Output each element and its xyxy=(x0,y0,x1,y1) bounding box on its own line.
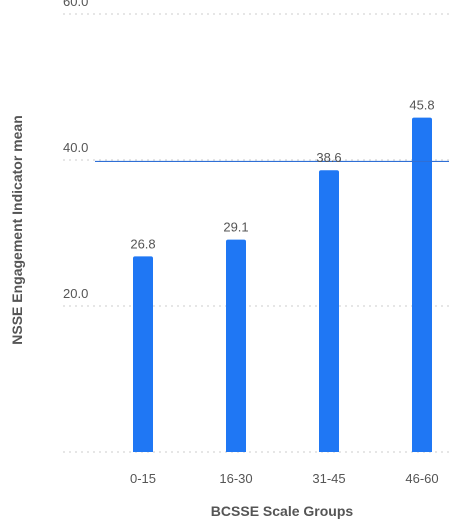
data-label: 29.1 xyxy=(223,220,248,235)
bars xyxy=(133,117,432,452)
y-tick-labels: 20.0 40.0 60.0 xyxy=(63,0,88,301)
y-axis-title: NSSE Engagement Indicator mean xyxy=(9,115,25,345)
x-tick-label: 31-45 xyxy=(312,471,345,486)
data-labels: 26.8 29.1 38.6 45.8 xyxy=(130,98,434,252)
y-tick-label: 20.0 xyxy=(63,286,88,301)
bar-16-30 xyxy=(226,239,246,452)
gridlines xyxy=(63,13,449,453)
x-tick-label: 0-15 xyxy=(130,471,156,486)
bar-31-45 xyxy=(319,170,339,452)
x-tick-labels: 0-15 16-30 31-45 46-60 xyxy=(130,471,439,486)
bar-46-60 xyxy=(412,117,432,452)
data-label: 38.6 xyxy=(316,150,341,165)
y-tick-label: 40.0 xyxy=(63,140,88,155)
y-tick-label: 60.0 xyxy=(63,0,88,9)
x-tick-label: 46-60 xyxy=(405,471,438,486)
bar-0-15 xyxy=(133,256,153,452)
x-axis-title: BCSSE Scale Groups xyxy=(211,503,354,519)
x-tick-label: 16-30 xyxy=(219,471,252,486)
data-label: 26.8 xyxy=(130,236,155,251)
data-label: 45.8 xyxy=(409,98,434,113)
